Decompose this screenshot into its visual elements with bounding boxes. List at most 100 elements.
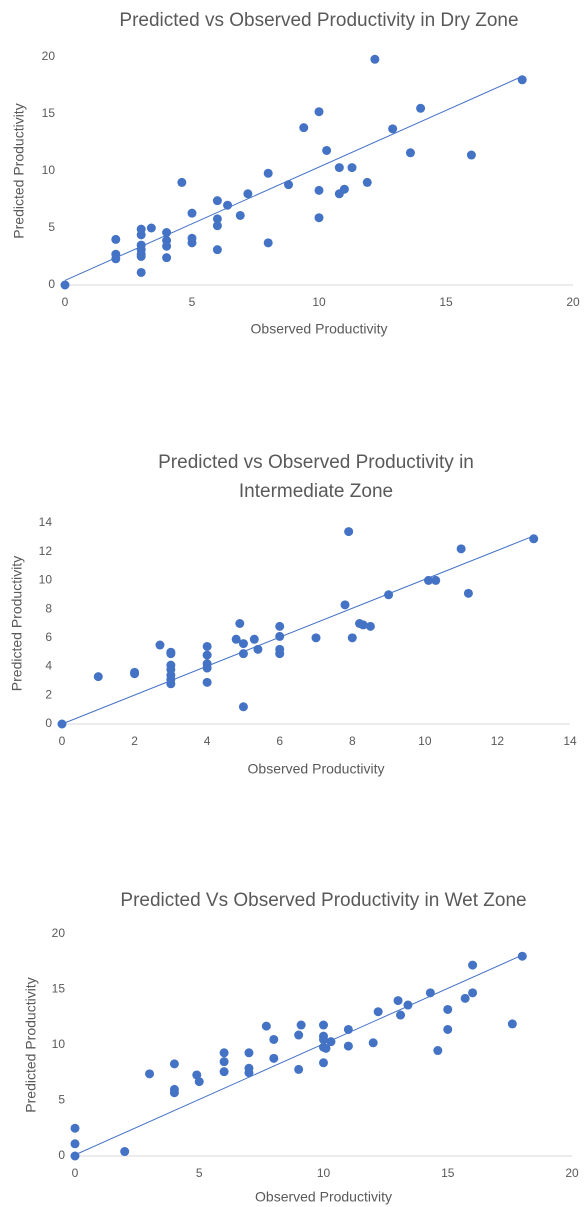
y-tick-label: 10 [42, 163, 56, 177]
point [166, 679, 176, 689]
point [57, 719, 67, 729]
point [130, 669, 140, 679]
y-axis-label: Predicted Productivity [9, 556, 25, 691]
point [212, 214, 222, 224]
point [396, 1010, 406, 1020]
x-tick-label: 0 [62, 295, 69, 309]
point [136, 230, 146, 240]
point [416, 103, 426, 113]
point [347, 163, 357, 173]
point [296, 1020, 306, 1030]
point [373, 1007, 383, 1017]
point [238, 702, 248, 712]
point [253, 644, 263, 654]
y-tick-label: 12 [39, 544, 53, 558]
point [517, 75, 527, 85]
point [463, 588, 473, 598]
point [136, 267, 146, 277]
point [370, 54, 380, 64]
point [319, 1020, 328, 1030]
point [393, 996, 403, 1006]
point [169, 1059, 179, 1069]
point [443, 1024, 453, 1034]
point [456, 544, 466, 554]
y-tick-label: 15 [42, 106, 56, 120]
point [368, 1038, 378, 1048]
point [468, 988, 478, 998]
point [136, 252, 146, 261]
y-axis-label: Predicted Productivity [11, 103, 27, 238]
x-tick-label: 0 [59, 734, 66, 748]
point [202, 663, 212, 673]
point [243, 189, 253, 199]
x-axis-label: Observed Productivity [251, 321, 388, 337]
point [321, 1043, 331, 1053]
point [275, 649, 285, 659]
point [212, 245, 222, 255]
point [362, 177, 372, 187]
point [431, 575, 441, 585]
point [223, 200, 233, 210]
point [162, 228, 172, 238]
point [314, 213, 324, 223]
point [219, 1067, 229, 1077]
x-axis-label: Observed Productivity [255, 1189, 392, 1205]
point [344, 527, 354, 537]
point [339, 184, 349, 194]
point [425, 988, 435, 998]
point [60, 280, 70, 290]
point [403, 1000, 413, 1010]
x-tick-label: 4 [204, 734, 211, 748]
point [145, 1069, 155, 1079]
y-tick-label: 5 [48, 220, 55, 234]
point [249, 634, 259, 644]
y-tick-label: 10 [39, 573, 53, 587]
x-tick-label: 8 [349, 734, 356, 748]
x-tick-label: 20 [566, 295, 580, 309]
point [244, 1068, 254, 1078]
point [319, 1058, 328, 1068]
point [269, 1034, 279, 1044]
x-tick-label: 5 [196, 1166, 203, 1180]
point [263, 238, 273, 248]
point [263, 168, 273, 178]
y-tick-label: 0 [58, 1148, 65, 1162]
x-tick-label: 10 [418, 734, 432, 748]
point [275, 621, 285, 631]
point [212, 221, 222, 231]
y-tick-label: 6 [45, 630, 52, 644]
trendline [61, 535, 534, 725]
point [70, 1123, 80, 1133]
point [194, 1077, 204, 1087]
x-tick-label: 14 [563, 734, 577, 748]
point [238, 649, 248, 659]
point [468, 960, 478, 970]
point [314, 185, 324, 195]
point [384, 590, 394, 600]
point [405, 148, 415, 158]
point [169, 1088, 179, 1098]
point [244, 1048, 254, 1058]
y-tick-label: 20 [52, 926, 66, 940]
point [111, 234, 121, 244]
point [358, 620, 368, 630]
point [235, 619, 245, 628]
point [261, 1021, 271, 1031]
y-tick-label: 5 [58, 1093, 65, 1107]
y-tick-label: 0 [45, 716, 52, 730]
point [162, 253, 172, 263]
point [299, 123, 309, 133]
x-tick-label: 0 [72, 1166, 79, 1180]
point [187, 208, 197, 218]
point [155, 640, 165, 650]
point [529, 534, 539, 544]
point [460, 993, 470, 1003]
point [212, 196, 222, 206]
trendline [64, 75, 523, 281]
point [343, 1041, 353, 1051]
x-tick-label: 2 [131, 734, 138, 748]
point [388, 124, 398, 134]
y-tick-label: 8 [45, 601, 52, 615]
point [187, 238, 197, 248]
